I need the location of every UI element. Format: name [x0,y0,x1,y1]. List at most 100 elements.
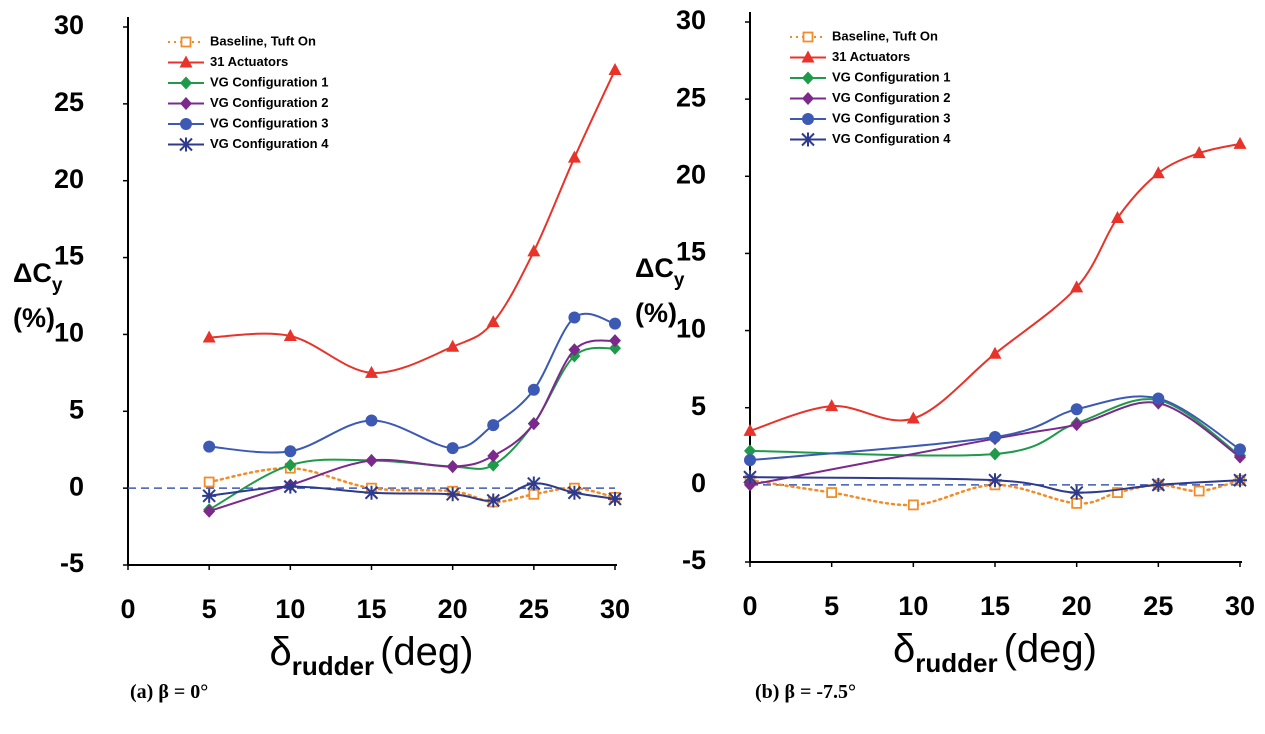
marker [1070,418,1083,432]
y-tick-label: 0 [69,471,84,501]
series-line [748,478,1242,507]
marker [446,442,459,455]
marker [203,504,216,518]
series-line [749,142,1241,432]
marker [1069,485,1084,500]
y-tick-label: 25 [676,82,706,112]
marker [609,341,621,355]
x-label-sub: rudder [292,651,374,681]
x-tick-label: 20 [438,594,468,624]
y-label-main: ΔC [13,258,52,288]
marker [1071,497,1083,509]
y-tick-label: 30 [676,5,706,35]
marker [568,343,581,357]
marker [907,499,919,511]
marker [1070,403,1083,416]
marker [1151,477,1166,492]
y-tick-label: 5 [691,391,706,421]
marker [180,97,192,110]
series-line [207,466,617,504]
x-tick-label: 30 [1225,591,1255,621]
marker [1192,146,1206,159]
x-tick-label: 10 [275,594,305,624]
marker [989,431,1001,444]
marker [1233,136,1247,149]
legend-label: VG Configuration 3 [832,110,950,125]
x-tick-label: 10 [898,591,928,621]
x-tick-label: 5 [824,591,839,621]
marker [609,317,621,330]
y-tick-label: 30 [54,10,84,40]
legend-label: Baseline, Tuft On [210,33,316,48]
marker [801,132,815,147]
marker [1193,485,1205,497]
marker [487,449,500,463]
caption: (a) β = 0° [130,681,208,703]
marker [744,454,756,467]
marker [179,137,193,152]
marker [486,315,500,328]
marker [365,365,378,378]
marker [744,478,756,492]
marker [446,339,460,352]
y-label-sub: y [674,270,685,291]
y-tick-label: 15 [54,241,84,271]
series-line [208,69,616,374]
y-tick-label: 0 [691,468,706,498]
x-tick-label: 25 [1143,591,1173,621]
x-tick-label: 0 [742,591,757,621]
legend-label: VG Configuration 4 [832,131,951,146]
marker [906,411,920,424]
marker [608,63,622,76]
marker [988,346,1002,359]
y-label-main: ΔC [635,253,674,283]
caption: (b) β = -7.5° [755,681,856,703]
x-axis-label: δrudder (deg) [270,630,474,681]
marker [989,447,1001,461]
marker [487,419,500,432]
x-label-main: δ [893,627,915,671]
legend-label: Baseline, Tuft On [832,28,938,43]
y-tick-label: 20 [54,164,84,194]
marker [988,473,1002,488]
series-line [749,398,1241,457]
y-label-unit: (%) [13,303,55,333]
series-line [208,346,616,511]
marker [180,76,192,90]
marker [365,414,378,427]
marker [567,150,581,163]
marker [486,493,501,508]
x-tick-label: 25 [519,594,549,624]
marker [527,383,540,396]
marker [608,491,622,506]
marker [203,440,216,453]
y-tick-label: 10 [54,318,84,348]
y-tick-label: -5 [682,545,706,575]
marker [826,487,838,498]
marker [802,92,814,105]
marker [283,328,297,341]
y-label-unit: (%) [635,298,677,328]
marker [1152,392,1165,405]
x-label-unit: (deg) [380,630,473,674]
marker [284,445,297,458]
x-tick-label: 15 [980,591,1010,621]
x-label-sub: rudder [915,648,997,678]
marker [180,36,192,48]
marker [1070,280,1084,293]
marker [284,458,297,472]
series-line [208,339,616,513]
marker [283,479,298,494]
y-tick-label: 20 [676,159,706,189]
marker [801,50,815,63]
marker [180,118,192,130]
marker [1111,210,1124,223]
marker [567,485,582,500]
marker [527,244,541,257]
marker [802,113,814,125]
y-axis-label: ΔCy [635,253,685,291]
x-tick-label: 30 [600,594,630,624]
marker [179,55,193,68]
marker [1233,473,1247,488]
